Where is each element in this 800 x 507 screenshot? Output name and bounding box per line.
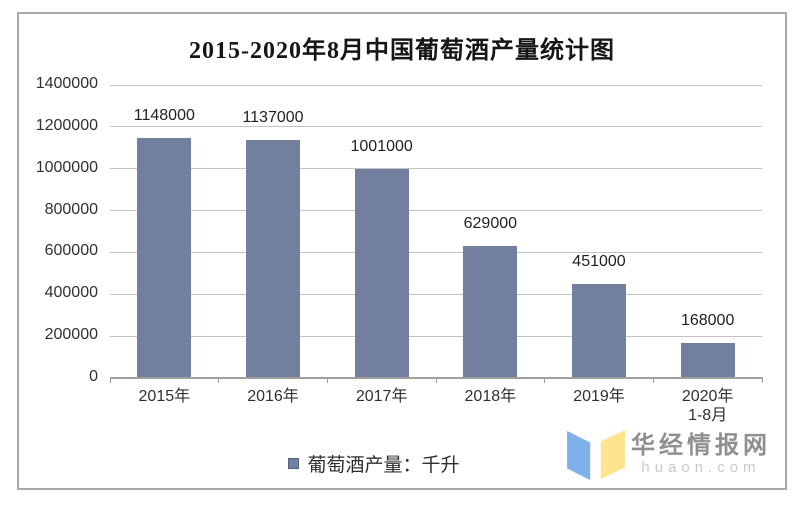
chart-title: 2015-2020年8月中国葡萄酒产量统计图: [189, 38, 615, 64]
x-axis-tick-mark: [109, 378, 111, 383]
y-axis-tick-label: 1400000: [35, 75, 98, 92]
gridline: [110, 126, 762, 128]
x-axis-tick-label: 2017年: [355, 388, 408, 405]
bar-value-label: 451000: [572, 252, 626, 270]
watermark-site-domain: huaon.com: [641, 459, 761, 476]
plot-area: 0 200000 400000 600000 800000 1000000 1200000 1…: [19, 14, 785, 488]
x-axis-tick-mark: [326, 378, 328, 383]
x-axis-tick-label: 2020年 1-8月: [654, 387, 762, 425]
bar: [137, 137, 192, 378]
y-axis-tick-label: 200000: [44, 326, 98, 344]
x-axis-tick-mark: [652, 378, 654, 383]
y-axis-tick-label: 800000: [44, 200, 98, 218]
x-axis-tick-mark: [761, 378, 763, 383]
x-axis-tick-label: 2016年: [247, 388, 299, 405]
y-axis-tick-label: 1000000: [35, 158, 98, 176]
bar: [463, 246, 518, 378]
legend: 葡萄酒产量：千升: [19, 450, 785, 477]
bar: [246, 140, 300, 378]
bar-value-label: 168000: [680, 311, 735, 329]
x-axis-tick-label: 2019年: [573, 388, 625, 405]
y-axis-tick-label: 400000: [44, 284, 98, 302]
gridline: [110, 335, 762, 337]
gridline: [110, 251, 762, 253]
x-axis-tick-label: 2018年: [464, 388, 517, 405]
y-axis-tick-label: 1200000: [35, 116, 98, 134]
bar-value-label: 1148000: [133, 106, 195, 124]
x-axis-tick-sublabel: 1-8月: [688, 407, 728, 424]
x-axis-tick-label: 2015年: [138, 388, 191, 405]
gridline: [110, 168, 762, 170]
bar: [572, 283, 626, 378]
x-axis-tick-mark: [218, 378, 220, 383]
bar-value-label: 1137000: [242, 109, 304, 127]
bar-value-label: 629000: [463, 215, 518, 233]
gridline: [110, 84, 762, 86]
x-axis-line: [110, 377, 763, 379]
y-axis-tick-label: 600000: [44, 242, 98, 260]
chart-frame: 2015-2020年8月中国葡萄酒产量统计图 0 200000 400000 6000…: [17, 12, 787, 490]
legend-item: 葡萄酒产量：千升: [288, 450, 460, 477]
watermark: 华经情报网 huaon.com: [567, 428, 771, 482]
bar-value-label: 1001000: [350, 137, 413, 155]
watermark-text: 华经情报网 huaon.com: [631, 433, 771, 477]
legend-swatch: [288, 458, 300, 469]
watermark-site-name: 华经情报网: [631, 432, 771, 459]
gridline: [110, 210, 762, 212]
y-axis-tick-label: 0: [89, 368, 98, 385]
gridline: [110, 293, 762, 295]
x-axis-tick-mark: [435, 378, 437, 383]
huaon-logo-icon: [567, 429, 625, 481]
legend-label: 葡萄酒产量：千升: [307, 455, 460, 476]
bar: [680, 342, 735, 378]
bar: [354, 168, 409, 378]
x-axis-tick-mark: [544, 378, 546, 383]
